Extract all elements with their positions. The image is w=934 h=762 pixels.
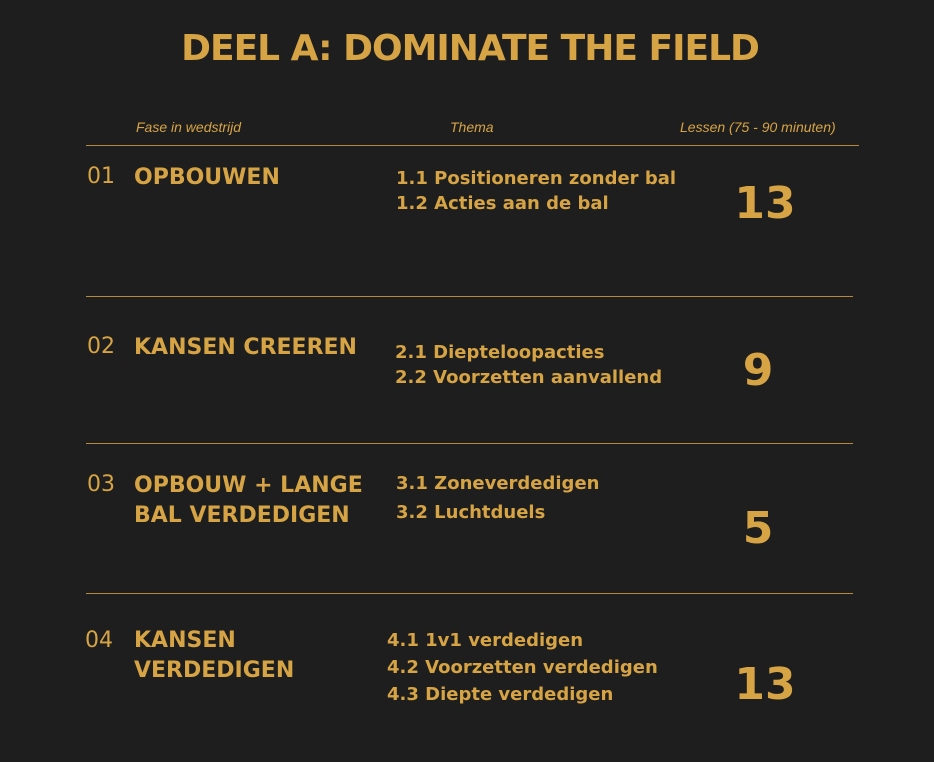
header-phase: Fase in wedstrijd xyxy=(136,119,242,135)
theme-item: 3.2 Luchtduels xyxy=(396,502,546,523)
row-phase-line: BAL VERDEDIGEN xyxy=(134,503,350,528)
row-number: 01 xyxy=(87,164,115,189)
row-number: 02 xyxy=(87,334,115,359)
header-lessons: Lessen (75 - 90 minuten) xyxy=(680,119,836,135)
row-phase-line: OPBOUW + LANGE xyxy=(134,473,363,498)
row-phase-line: KANSEN xyxy=(134,628,236,653)
row-phase: OPBOUW + LANGE BAL VERDEDIGEN xyxy=(134,471,363,531)
row-divider xyxy=(86,593,853,594)
row-lessons: 5 xyxy=(742,503,774,554)
theme-item: 1.2 Acties aan de bal xyxy=(396,193,609,214)
row-themes: 1.1 Positioneren zonder bal 1.2 Acties a… xyxy=(396,168,676,214)
theme-item: 3.1 Zoneverdedigen xyxy=(396,473,600,494)
row-phase: KANSEN CREEREN xyxy=(134,335,357,360)
header-divider xyxy=(86,145,859,146)
row-lessons: 9 xyxy=(742,345,774,396)
row-number: 04 xyxy=(85,628,113,653)
row-phase: OPBOUWEN xyxy=(134,165,280,190)
theme-item: 4.1 1v1 verdedigen xyxy=(387,630,584,651)
row-themes: 3.1 Zoneverdedigen 3.2 Luchtduels xyxy=(396,473,599,523)
row-number: 03 xyxy=(87,472,115,497)
row-phase-line: VERDEDIGEN xyxy=(134,658,295,683)
theme-item: 2.2 Voorzetten aanvallend xyxy=(395,367,663,388)
row-divider xyxy=(86,443,853,444)
theme-item: 4.2 Voorzetten verdedigen xyxy=(387,657,658,678)
theme-item: 1.1 Positioneren zonder bal xyxy=(396,168,677,189)
page-title: DEEL A: DOMINATE THE FIELD xyxy=(181,28,760,69)
row-themes: 2.1 Diepteloopacties 2.2 Voorzetten aanv… xyxy=(395,342,662,388)
header-theme: Thema xyxy=(450,119,494,135)
row-lessons: 13 xyxy=(734,659,796,710)
theme-item: 4.3 Diepte verdedigen xyxy=(387,684,614,705)
row-themes: 4.1 1v1 verdedigen 4.2 Voorzetten verded… xyxy=(387,630,658,705)
theme-item: 2.1 Diepteloopacties xyxy=(395,342,605,363)
row-lessons: 13 xyxy=(734,178,796,229)
row-phase: KANSEN VERDEDIGEN xyxy=(134,626,294,686)
row-divider xyxy=(86,296,853,297)
